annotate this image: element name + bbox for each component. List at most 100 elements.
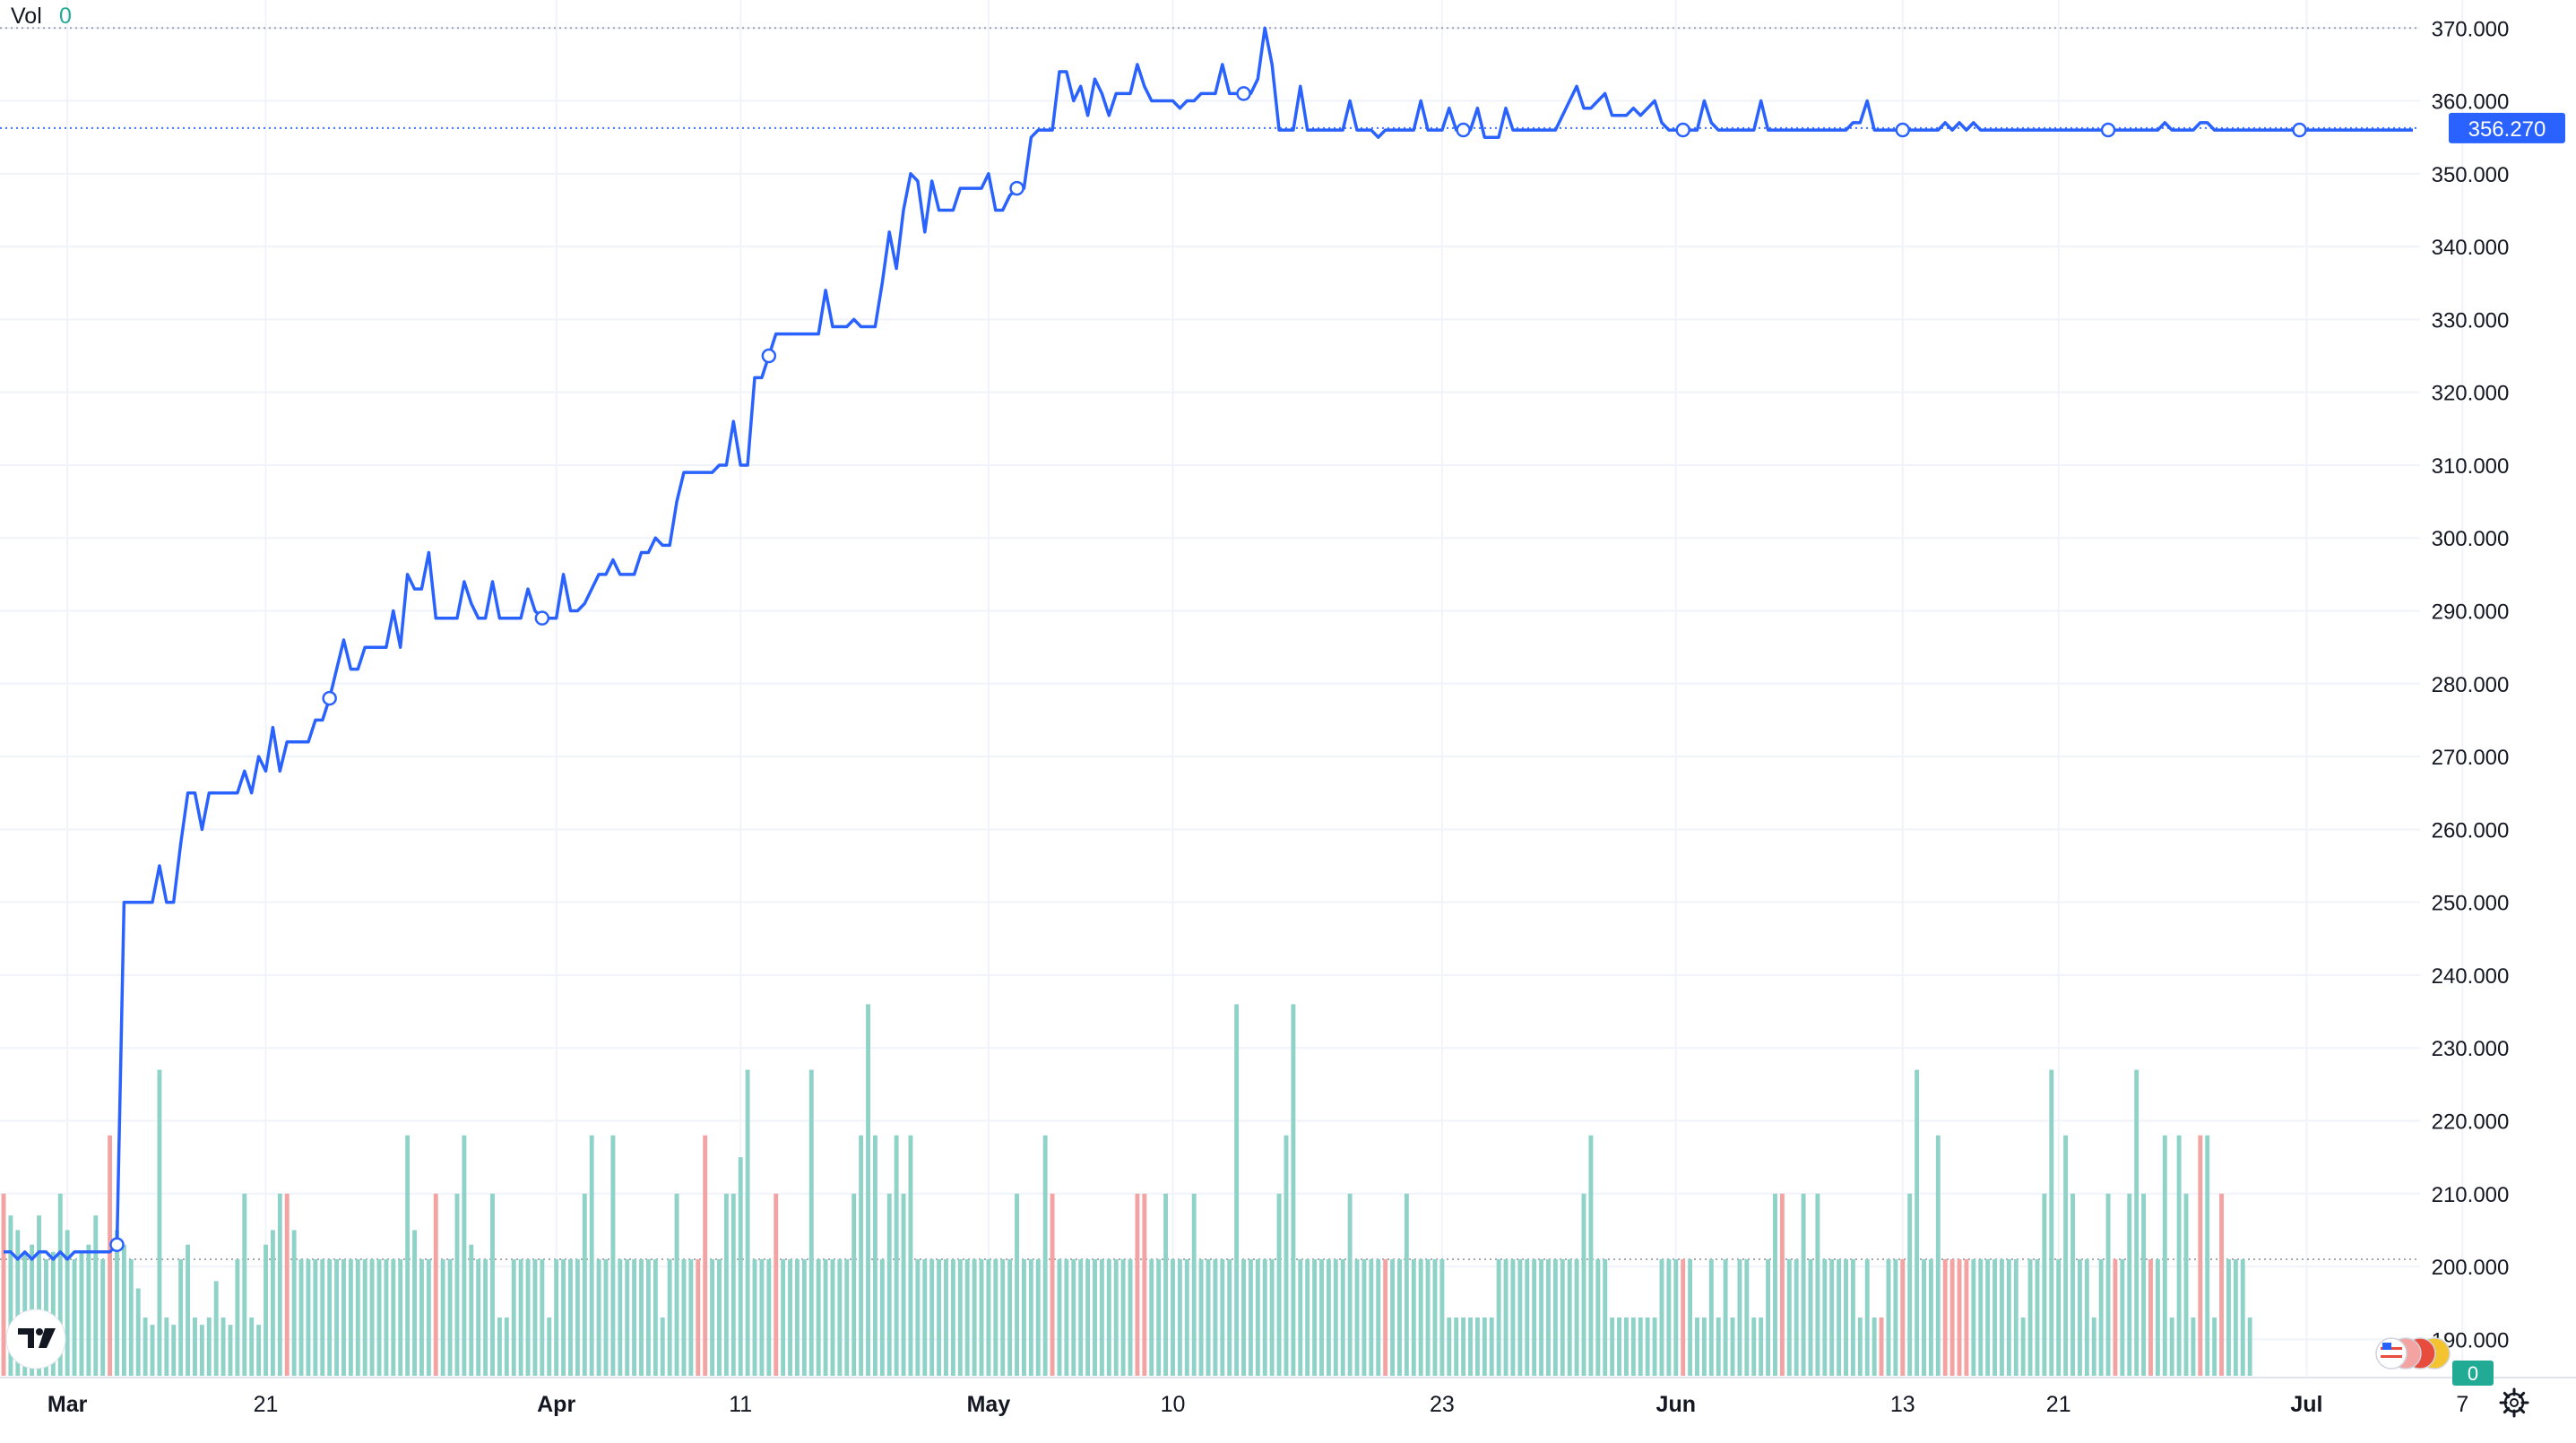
volume-bar: [108, 1135, 113, 1376]
volume-bar: [355, 1258, 360, 1376]
volume-bar: [1113, 1258, 1119, 1376]
volume-bar: [901, 1193, 906, 1376]
volume-bar: [1681, 1258, 1686, 1376]
volume-bar: [929, 1258, 935, 1376]
y-tick-label: 300.000: [2432, 527, 2510, 551]
volume-bar: [1482, 1317, 1487, 1376]
legend-vol-label: Vol: [11, 4, 42, 29]
settings-gear-icon[interactable]: [2499, 1387, 2529, 1418]
volume-bar: [957, 1258, 963, 1376]
volume-bar: [1035, 1258, 1041, 1376]
event-marker: [1675, 122, 1690, 138]
price-line: [4, 26, 2413, 1261]
price-series-line: [4, 26, 2413, 1261]
volume-bar: [518, 1258, 523, 1376]
volume-bar: [277, 1193, 282, 1376]
volume-bar: [2035, 1258, 2040, 1376]
volume-bar: [603, 1258, 609, 1376]
volume-bar: [667, 1258, 672, 1376]
volume-bar: [618, 1258, 623, 1376]
volume-bar: [1993, 1258, 1998, 1376]
volume-bar: [1886, 1258, 1891, 1376]
volume-bar: [2134, 1069, 2139, 1376]
event-marker: [1236, 86, 1251, 101]
volume-bar: [1844, 1258, 1848, 1376]
volume-bar: [645, 1258, 651, 1376]
volume-bar: [894, 1135, 899, 1376]
volume-bar: [37, 1215, 41, 1376]
tradingview-logo[interactable]: [5, 1309, 66, 1370]
volume-bar: [823, 1258, 828, 1376]
volume-bar: [157, 1069, 162, 1376]
volume-bar: [1390, 1258, 1396, 1376]
volume-bar: [1220, 1258, 1225, 1376]
volume-bar: [703, 1135, 708, 1376]
volume-bar: [1064, 1258, 1069, 1376]
volume-bar: [844, 1258, 850, 1376]
market-flags-icon[interactable]: [2375, 1337, 2451, 1370]
volume-bar: [1135, 1193, 1140, 1376]
volume-bar: [851, 1193, 857, 1376]
volume-bar: [2212, 1317, 2217, 1376]
volume-bar: [115, 1230, 119, 1376]
volume-bar: [1326, 1258, 1331, 1376]
volume-bar: [547, 1317, 552, 1376]
volume-bar: [341, 1258, 346, 1376]
volume-bar: [1517, 1258, 1523, 1376]
volume-bar: [1191, 1193, 1197, 1376]
volume-bar: [1595, 1258, 1601, 1376]
volume-bar: [199, 1325, 204, 1376]
volume-bar: [1177, 1258, 1182, 1376]
volume-bar: [121, 1244, 126, 1376]
volume-last-badge: [2452, 1361, 2494, 1386]
volume-bar: [660, 1317, 665, 1376]
volume-bar: [391, 1258, 396, 1376]
logo-mark-t: [18, 1328, 34, 1348]
volume-bar: [1149, 1258, 1154, 1376]
volume-bar: [497, 1317, 502, 1376]
volume-bar: [1915, 1069, 1920, 1376]
volume-bar: [1042, 1135, 1048, 1376]
volume-bar: [781, 1258, 786, 1376]
volume-bar: [1376, 1258, 1381, 1376]
volume-bar: [433, 1193, 438, 1376]
last-price-badge: [2449, 112, 2565, 143]
x-axis: Mar 21 Apr 11 May 10 23 Jun 13 21 Jul 7: [48, 1392, 2468, 1417]
volume-bar: [1850, 1258, 1855, 1376]
volume-bar: [1942, 1258, 1948, 1376]
volume-bar: [752, 1258, 757, 1376]
volume-bar: [1581, 1193, 1586, 1376]
volume-bar: [801, 1258, 807, 1376]
volume-bar: [886, 1193, 892, 1376]
volume-bar: [525, 1258, 531, 1376]
volume-bar: [2091, 1317, 2096, 1376]
volume-bar: [462, 1135, 467, 1376]
volume-bar: [398, 1258, 403, 1376]
volume-bar: [632, 1258, 637, 1376]
volume-bar: [1496, 1258, 1501, 1376]
volume-bar: [2070, 1193, 2075, 1376]
event-marker: [109, 1237, 125, 1252]
volume-bar: [1503, 1258, 1508, 1376]
x-tick-label: 10: [1161, 1392, 1186, 1417]
volume-bar: [1333, 1258, 1338, 1376]
volume-bar: [1284, 1135, 1289, 1376]
volume-bar: [674, 1193, 679, 1376]
volume-bar: [128, 1258, 134, 1376]
volume-bar: [1779, 1193, 1785, 1376]
event-marker: [761, 348, 777, 364]
volume-bar: [1128, 1258, 1133, 1376]
volume-bar: [1759, 1317, 1764, 1376]
volume-bar: [213, 1281, 219, 1376]
volume-bar: [348, 1258, 353, 1376]
volume-bar: [100, 1258, 106, 1376]
volume-bar: [1907, 1193, 1913, 1376]
volume-bar: [1071, 1258, 1076, 1376]
volume-bar: [1730, 1317, 1735, 1376]
volume-bar: [2198, 1135, 2203, 1376]
y-tick-label: 260.000: [2432, 818, 2510, 842]
volume-bar: [1949, 1258, 1955, 1376]
volume-bar: [1015, 1193, 1019, 1376]
